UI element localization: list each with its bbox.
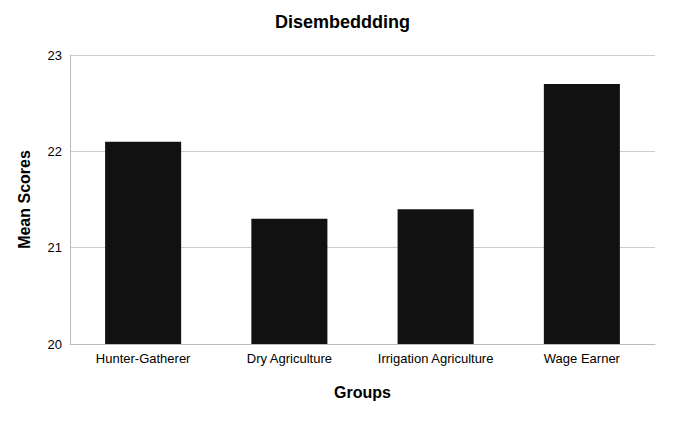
- svg-text:21: 21: [48, 240, 62, 255]
- svg-text:Dry Agriculture: Dry Agriculture: [247, 351, 332, 366]
- svg-text:Wage Earner: Wage Earner: [544, 351, 621, 366]
- svg-text:Disembeddding: Disembeddding: [275, 12, 410, 32]
- svg-text:Hunter-Gatherer: Hunter-Gatherer: [96, 351, 191, 366]
- svg-text:20: 20: [48, 337, 62, 352]
- svg-text:Mean Scores: Mean Scores: [16, 150, 33, 249]
- svg-text:23: 23: [48, 48, 62, 63]
- svg-text:22: 22: [48, 144, 62, 159]
- svg-text:Irrigation Agriculture: Irrigation Agriculture: [378, 351, 494, 366]
- svg-text:Groups: Groups: [334, 384, 391, 401]
